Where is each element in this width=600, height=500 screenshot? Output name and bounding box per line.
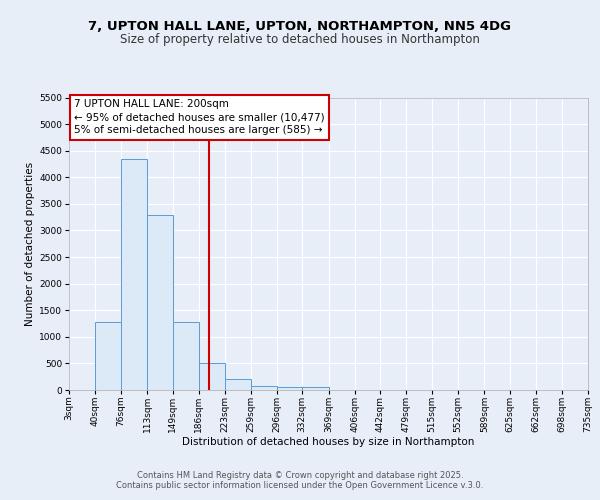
Bar xyxy=(173,322,199,390)
Text: Contains HM Land Registry data © Crown copyright and database right 2025.: Contains HM Land Registry data © Crown c… xyxy=(137,472,463,480)
Bar xyxy=(277,387,302,390)
Text: Contains public sector information licensed under the Open Government Licence v.: Contains public sector information licen… xyxy=(116,482,484,490)
X-axis label: Distribution of detached houses by size in Northampton: Distribution of detached houses by size … xyxy=(182,438,475,448)
Bar xyxy=(302,387,329,390)
Bar xyxy=(251,386,277,390)
Bar xyxy=(225,379,251,390)
Text: 7 UPTON HALL LANE: 200sqm
← 95% of detached houses are smaller (10,477)
5% of se: 7 UPTON HALL LANE: 200sqm ← 95% of detac… xyxy=(74,99,325,136)
Bar xyxy=(95,322,121,390)
Bar xyxy=(121,158,147,390)
Bar xyxy=(199,363,225,390)
Text: 7, UPTON HALL LANE, UPTON, NORTHAMPTON, NN5 4DG: 7, UPTON HALL LANE, UPTON, NORTHAMPTON, … xyxy=(89,20,511,33)
Bar xyxy=(147,214,173,390)
Y-axis label: Number of detached properties: Number of detached properties xyxy=(25,162,35,326)
Text: Size of property relative to detached houses in Northampton: Size of property relative to detached ho… xyxy=(120,32,480,46)
